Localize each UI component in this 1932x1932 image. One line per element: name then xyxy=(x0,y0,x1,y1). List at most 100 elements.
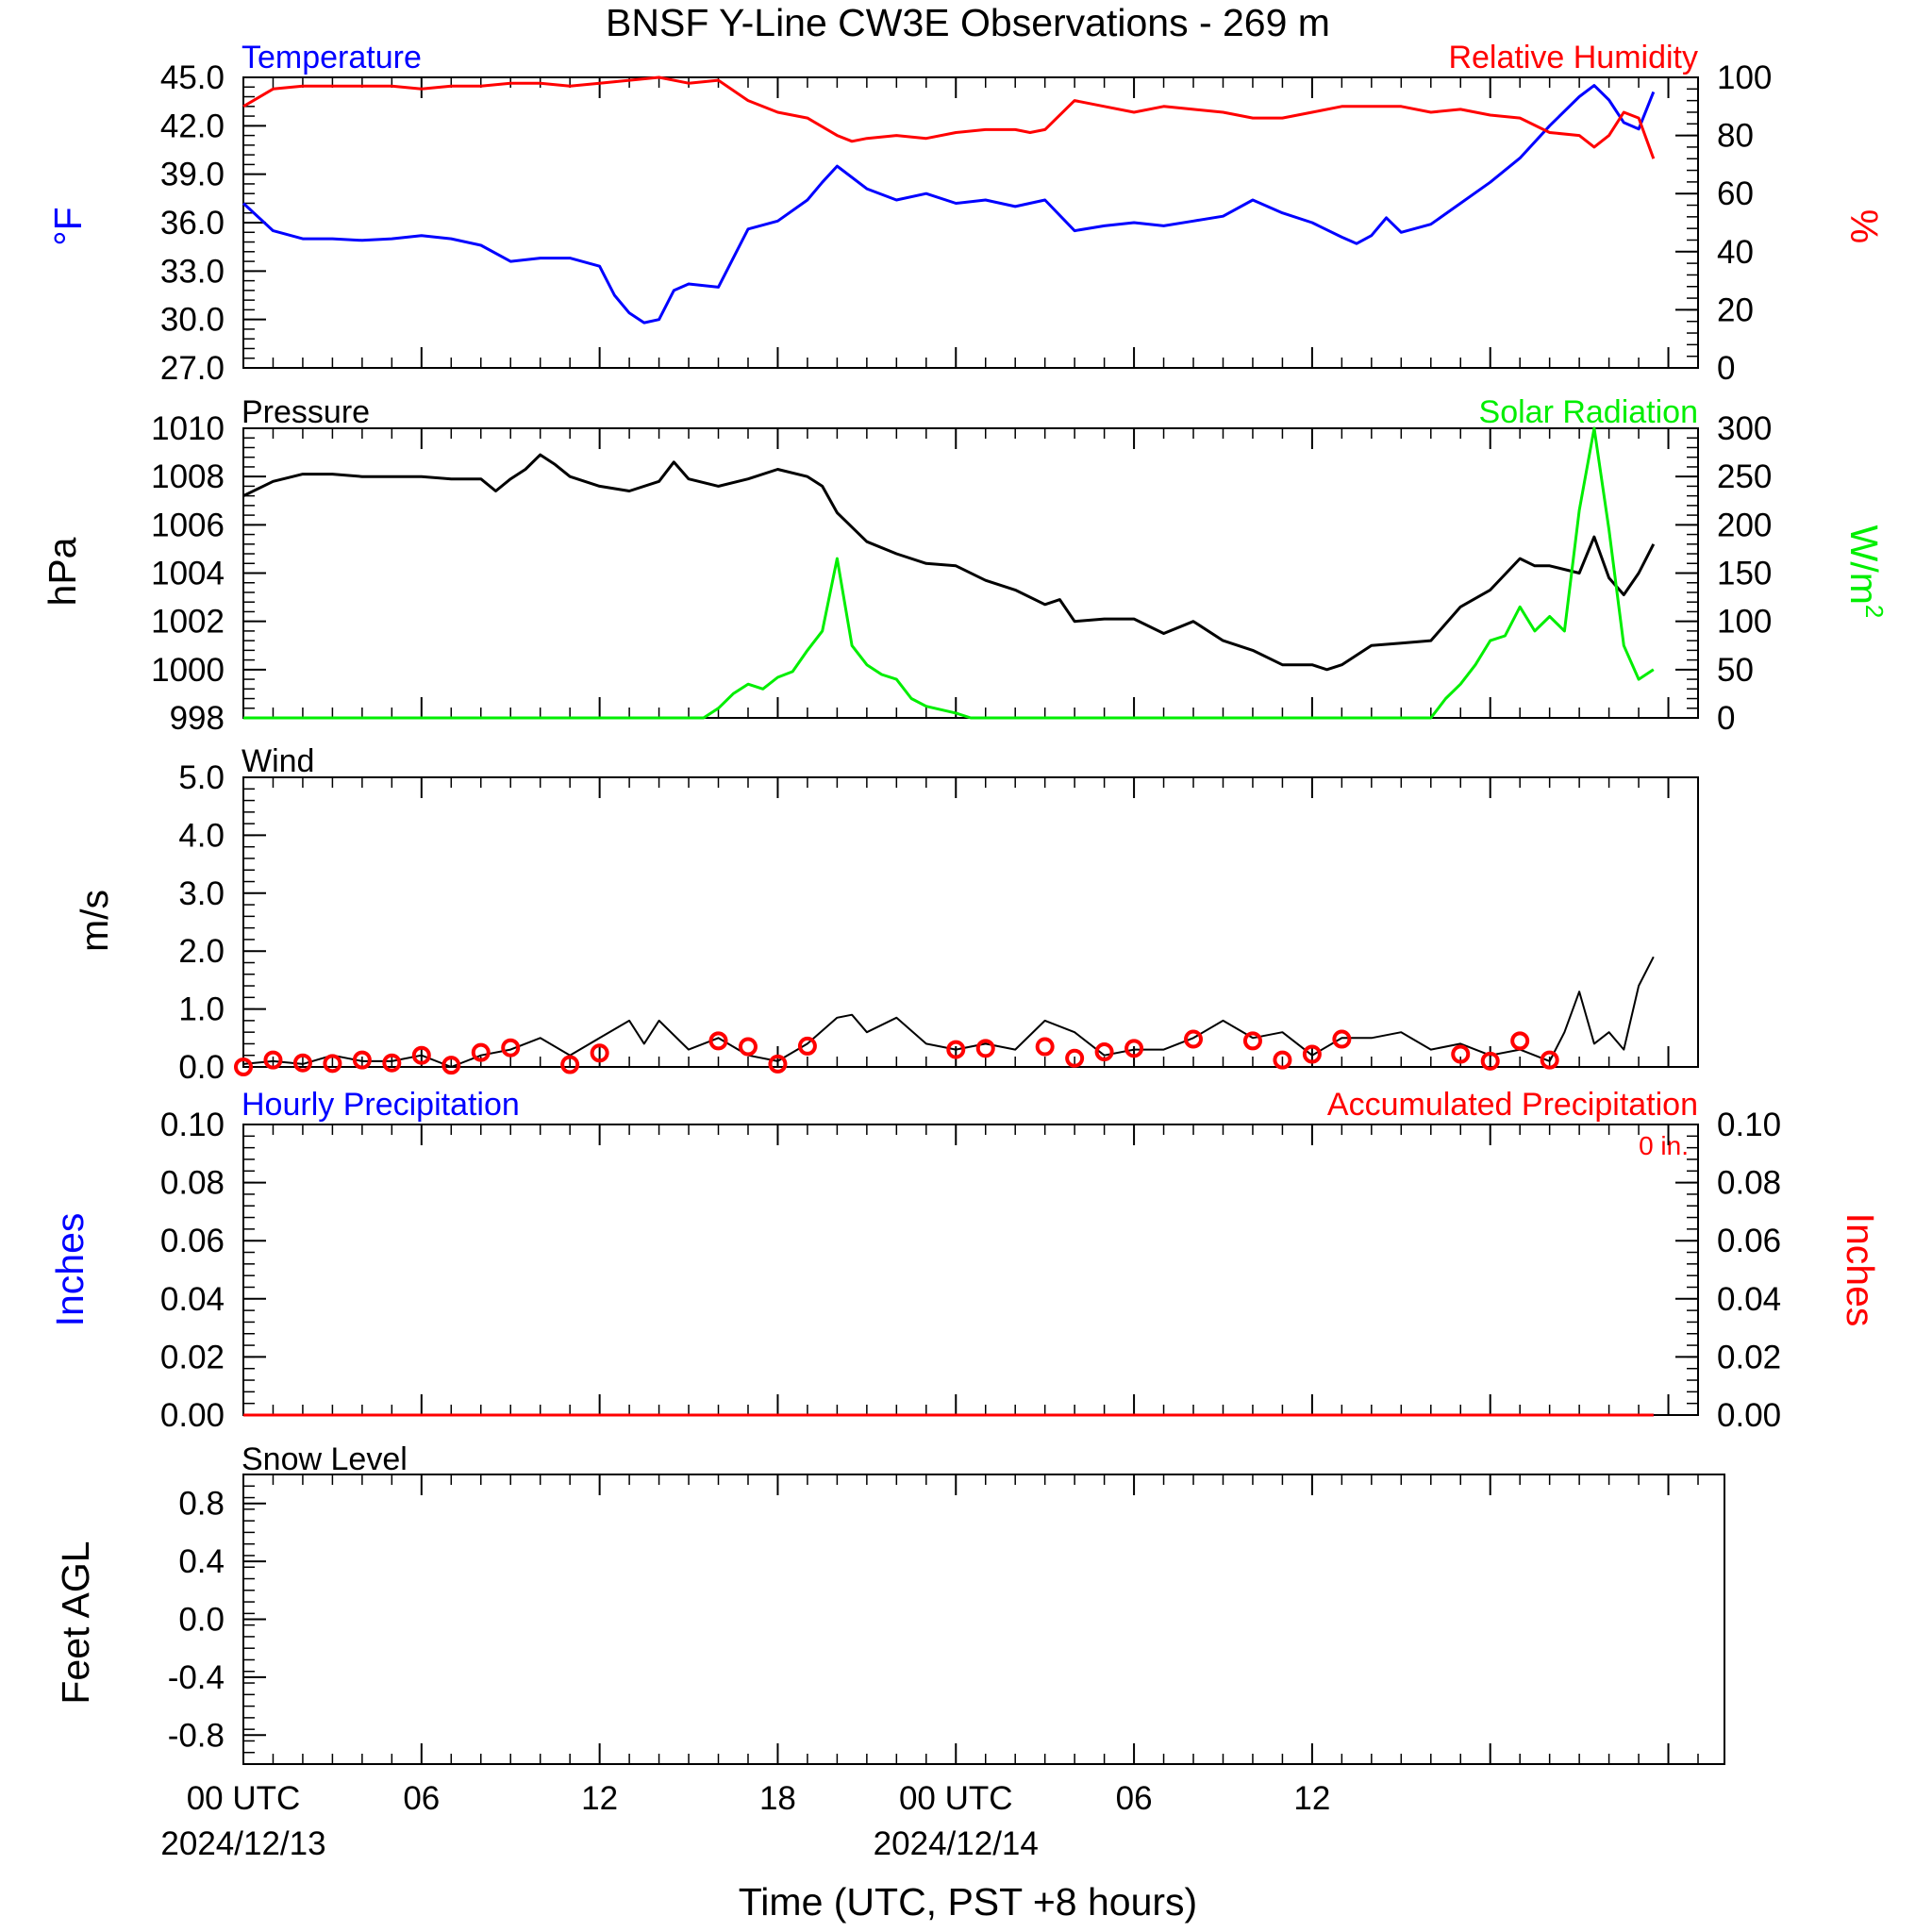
pressure-line xyxy=(242,453,1656,672)
wind-direction-marker xyxy=(263,1050,283,1070)
humidity-series-title: Relative Humidity xyxy=(1448,40,1698,75)
wind-direction-marker xyxy=(501,1038,521,1058)
plot-frame xyxy=(242,776,1699,1068)
y-tick-label-left: 0.0 xyxy=(178,1049,225,1086)
temperature-humidity-panel: Temperature Relative Humidity °F % 27.0 3… xyxy=(46,40,1886,387)
y-tick-label-right: 80 xyxy=(1717,118,1754,155)
wind-direction-marker xyxy=(1540,1050,1559,1070)
y-tick-label-left: 0.0 xyxy=(178,1602,225,1639)
wind-direction-marker xyxy=(590,1043,609,1063)
wind-direction-marker xyxy=(382,1053,402,1073)
x-tick-label: 00 UTC xyxy=(187,1780,301,1817)
x-tick-label: 00 UTC xyxy=(899,1780,1013,1817)
y-tick-label-right: 0 xyxy=(1717,350,1735,387)
hourly-precip-series-title: Hourly Precipitation xyxy=(242,1087,520,1123)
y-tick-label-left: 0.08 xyxy=(160,1165,225,1202)
y-tick-label-left: 42.0 xyxy=(160,108,225,144)
y-tick-label-left: 3.0 xyxy=(178,875,225,912)
y-tick-label-left: 1006 xyxy=(151,507,225,543)
figure-title: BNSF Y-Line CW3E Observations - 269 m xyxy=(606,1,1330,44)
wind-direction-marker xyxy=(560,1055,580,1074)
y-tick-label-left: -0.8 xyxy=(168,1717,225,1754)
y-tick-label-left: 1002 xyxy=(151,604,225,641)
y-tick-label-right: 0.06 xyxy=(1717,1223,1781,1259)
y-tick-label-right: 100 xyxy=(1717,604,1772,641)
x-tick-label: 06 xyxy=(403,1780,440,1817)
relative-humidity-line xyxy=(242,75,1656,159)
wind-direction-marker xyxy=(738,1037,758,1057)
y-tick-label-left: 0.04 xyxy=(160,1281,225,1318)
y-tick-label-left: 0.00 xyxy=(160,1397,225,1434)
wind-axis-label: m/s xyxy=(73,890,116,952)
y-tick-label-right: 0.04 xyxy=(1717,1281,1781,1318)
wind-direction-marker xyxy=(975,1039,995,1058)
wind-panel: Wind m/s 0.0 1.0 2.0 3.0 4.0 5.0 xyxy=(73,743,1699,1086)
wind-direction-marker xyxy=(1480,1051,1500,1071)
wind-direction-marker xyxy=(1065,1048,1085,1068)
wind-direction-marker xyxy=(441,1056,461,1075)
wind-direction-marker xyxy=(471,1042,491,1062)
snow-level-panel-title: Snow Level xyxy=(242,1441,408,1477)
wind-direction-marker xyxy=(1184,1029,1204,1049)
pressure-series-title: Pressure xyxy=(242,394,370,430)
y-tick-label-left: 0.02 xyxy=(160,1339,225,1375)
y-tick-label-right: 40 xyxy=(1717,234,1754,271)
y-tick-label-right: 0 xyxy=(1717,700,1735,737)
y-tick-label-left: 1010 xyxy=(151,410,225,447)
solar-radiation-line xyxy=(243,426,1655,720)
wind-direction-marker xyxy=(1242,1031,1262,1051)
y-tick-label-left: 5.0 xyxy=(178,759,225,796)
y-tick-label-right: 300 xyxy=(1717,410,1772,447)
temperature-line xyxy=(242,84,1656,325)
x-tick-label: 18 xyxy=(759,1780,796,1817)
solar-axis-label: W/m2 xyxy=(1842,525,1889,619)
y-tick-label-left: 36.0 xyxy=(160,205,225,242)
hourly-precip-axis-label: Inches xyxy=(48,1213,92,1327)
y-tick-label-right: 150 xyxy=(1717,556,1772,592)
wind-direction-marker xyxy=(797,1036,817,1056)
y-tick-label-right: 0.10 xyxy=(1717,1107,1781,1143)
y-tick-label-left: 30.0 xyxy=(160,302,225,339)
wind-direction-marker xyxy=(1302,1044,1322,1064)
y-tick-label-left: 2.0 xyxy=(178,933,225,970)
precipitation-panel: Hourly Precipitation Accumulated Precipi… xyxy=(48,1087,1882,1434)
accum-precip-axis-label: Inches xyxy=(1839,1213,1882,1327)
wind-direction-marker xyxy=(292,1053,312,1073)
y-tick-label-left: 1000 xyxy=(151,652,225,689)
snow-level-panel: Snow Level Feet AGL -0.8 -0.4 0.0 0.4 0.8 xyxy=(54,1441,1725,1765)
y-tick-label-right: 20 xyxy=(1717,291,1754,328)
y-tick-label-right: 0.08 xyxy=(1717,1165,1781,1202)
temperature-series-title: Temperature xyxy=(242,40,422,75)
y-tick-label-left: 1008 xyxy=(151,458,225,495)
solar-axis-label-exponent: 2 xyxy=(1860,605,1889,618)
solar-axis-label-unit: W/m xyxy=(1842,525,1886,605)
y-tick-label-right: 100 xyxy=(1717,59,1772,96)
y-tick-label-right: 50 xyxy=(1717,652,1754,689)
wind-direction-marker xyxy=(1035,1037,1055,1057)
wind-direction-marker xyxy=(323,1054,342,1074)
x-tick-date-label: 2024/12/14 xyxy=(874,1825,1039,1862)
y-tick-label-left: 998 xyxy=(170,700,225,737)
y-tick-label-right: 0.00 xyxy=(1717,1397,1781,1434)
y-tick-label-left: 1004 xyxy=(151,556,225,592)
y-tick-label-left: 0.06 xyxy=(160,1223,225,1259)
y-tick-label-left: 0.8 xyxy=(178,1486,225,1523)
x-tick-date-label: 2024/12/13 xyxy=(160,1825,325,1862)
y-tick-label-right: 200 xyxy=(1717,507,1772,543)
wind-direction-marker xyxy=(1510,1031,1530,1051)
y-tick-label-left: -0.4 xyxy=(168,1659,225,1696)
time-axis-ticks: 00 UTC 2024/12/13 06 12 18 00 UTC 2024/12/14 06… xyxy=(160,1780,1330,1862)
y-tick-label-left: 27.0 xyxy=(160,350,225,387)
wind-direction-marker xyxy=(1451,1044,1471,1064)
y-tick-label-left: 0.4 xyxy=(178,1543,225,1580)
wind-direction-marker xyxy=(1273,1050,1292,1070)
x-tick-label: 12 xyxy=(581,1780,618,1817)
x-axis-label: Time (UTC, PST +8 hours) xyxy=(739,1880,1197,1924)
humidity-axis-label: % xyxy=(1842,209,1886,243)
y-tick-label-right: 60 xyxy=(1717,175,1754,212)
plot-frame xyxy=(242,1474,1725,1765)
accum-precip-total: 0 in. xyxy=(1639,1131,1689,1160)
plot-frame xyxy=(242,76,1699,369)
wind-direction-marker xyxy=(1332,1029,1352,1049)
